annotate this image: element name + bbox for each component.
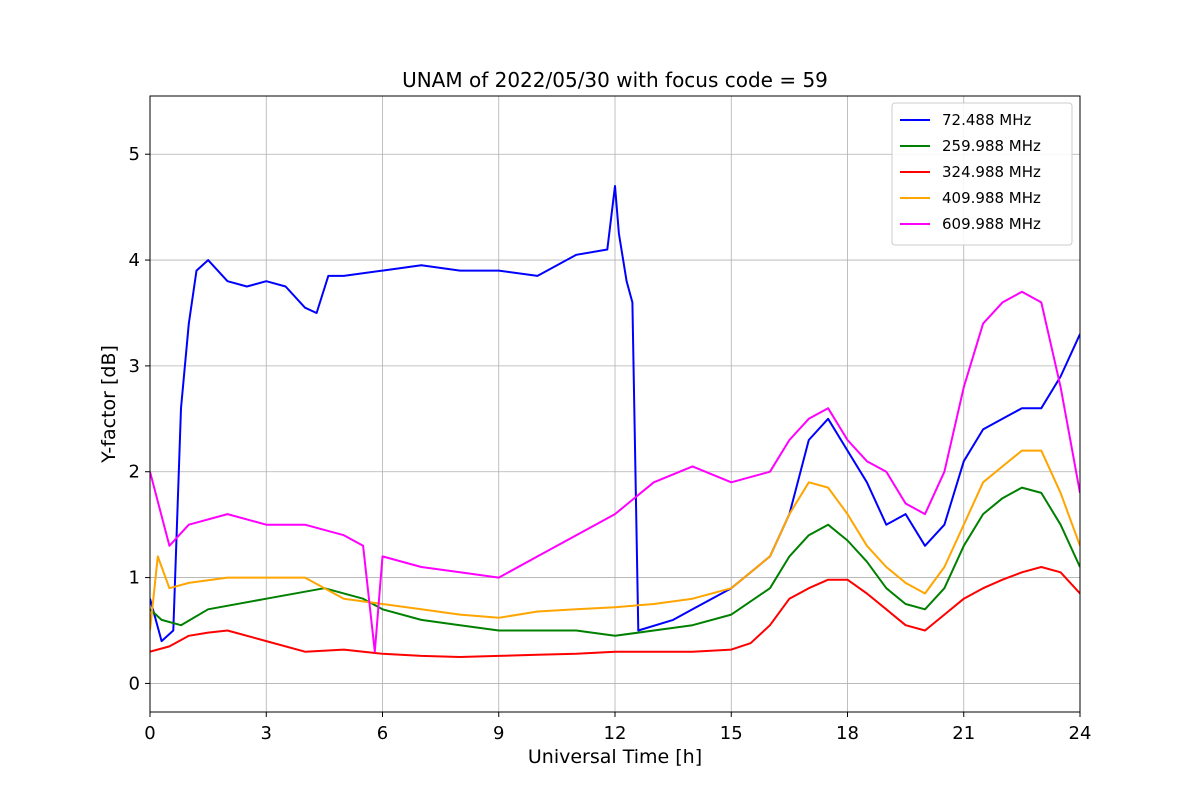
- x-axis-label: Universal Time [h]: [528, 746, 702, 768]
- legend-label: 609.988 MHz: [942, 215, 1041, 233]
- x-tick-label: 9: [493, 723, 504, 744]
- y-tick-label: 3: [129, 356, 140, 377]
- y-tick-label: 2: [129, 462, 140, 483]
- x-tick-label: 12: [604, 723, 627, 744]
- chart-title: UNAM of 2022/05/30 with focus code = 59: [402, 68, 828, 92]
- series-line-0: [150, 185, 1080, 643]
- series-line-1: [150, 486, 1080, 637]
- x-tick-label: 24: [1069, 723, 1092, 744]
- x-tick-label: 6: [377, 723, 388, 744]
- series-line-2: [150, 566, 1080, 658]
- y-tick-label: 0: [129, 673, 140, 694]
- legend-label: 324.988 MHz: [942, 163, 1041, 181]
- x-tick-label: 0: [144, 723, 155, 744]
- y-tick-label: 5: [129, 144, 140, 165]
- y-tick-label: 1: [129, 568, 140, 589]
- y-axis-label: Y-factor [dB]: [98, 345, 120, 464]
- legend-label: 409.988 MHz: [942, 189, 1041, 207]
- x-tick-label: 18: [836, 723, 859, 744]
- x-tick-label: 3: [261, 723, 272, 744]
- x-tick-label: 21: [952, 723, 975, 744]
- x-tick-label: 15: [720, 723, 743, 744]
- legend-label: 72.488 MHz: [942, 111, 1031, 129]
- legend-box: [891, 102, 1073, 246]
- plot-area: [150, 185, 1080, 658]
- legend: 72.488 MHz 259.988 MHz 324.988 MHz 409.9…: [891, 102, 1073, 246]
- legend-label: 259.988 MHz: [942, 137, 1041, 155]
- series-line-3: [150, 449, 1080, 631]
- y-tick-label: 4: [129, 250, 140, 271]
- series-line-4: [150, 290, 1080, 653]
